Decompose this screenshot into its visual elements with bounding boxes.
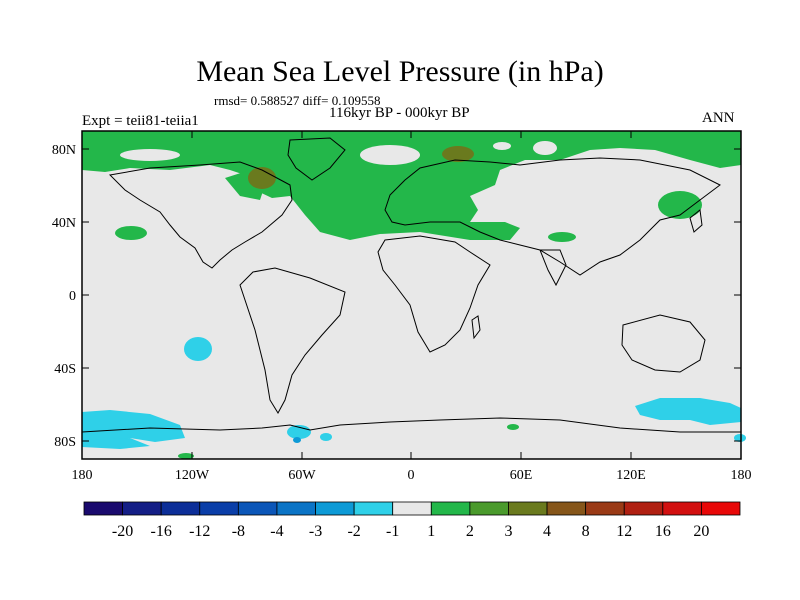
colorbar-swatch — [662, 501, 702, 516]
colorbar-label: 8 — [582, 523, 590, 540]
colorbar-label: -12 — [189, 523, 210, 540]
colorbar-swatch — [122, 501, 162, 516]
colorbar-label: -4 — [270, 523, 283, 540]
colorbar-label: -2 — [347, 523, 360, 540]
colorbar-labels: -20 -16 -12 -8 -4 -3 -2 -1 1 2 3 4 8 12 16 20 — [112, 523, 709, 540]
colorbar-label: 20 — [693, 523, 709, 540]
colorbar-swatch — [199, 501, 239, 516]
colorbar-label: -3 — [309, 523, 322, 540]
lat-label: 40S — [54, 362, 76, 377]
colorbar-swatch — [392, 501, 432, 516]
map-title: Mean Sea Level Pressure (in hPa) — [196, 55, 604, 88]
colorbar-label: -16 — [151, 523, 172, 540]
lon-label: 60E — [510, 468, 533, 483]
colorbar-swatch — [160, 501, 201, 516]
lon-tick-marks — [191, 131, 632, 459]
colorbar-swatch — [353, 501, 394, 516]
experiment-label: Expt = teii81-teiia1 — [82, 113, 199, 129]
colorbar-swatch — [701, 501, 741, 516]
lon-label: 0 — [408, 468, 415, 483]
strong-positive-cores — [248, 146, 474, 189]
colorbar-label: 4 — [543, 523, 551, 540]
lat-label: 80S — [54, 435, 76, 450]
neutral-gaps — [120, 141, 557, 165]
colorbar-label: 2 — [466, 523, 474, 540]
lon-label: 180 — [72, 468, 93, 483]
positive-anomaly-regions — [82, 131, 741, 459]
colorbar-swatch — [623, 501, 664, 516]
lon-label: 60W — [288, 468, 316, 483]
stronger-negative-spot — [293, 437, 301, 443]
lon-label: 120W — [175, 468, 210, 483]
colorbar — [83, 501, 741, 516]
colorbar-swatch — [508, 501, 548, 516]
colorbar-label: -8 — [232, 523, 245, 540]
colorbar-swatch — [546, 501, 587, 516]
colorbar-label: 3 — [504, 523, 512, 540]
colorbar-swatch — [315, 501, 355, 516]
lon-label: 120E — [616, 468, 646, 483]
coastlines — [81, 137, 741, 433]
colorbar-label: -1 — [386, 523, 399, 540]
lat-tick-marks — [82, 148, 741, 442]
colorbar-label: 12 — [616, 523, 632, 540]
season-label: ANN — [702, 110, 735, 126]
lat-label: 40N — [52, 216, 76, 231]
colorbar-swatch — [83, 501, 123, 516]
colorbar-label: 16 — [655, 523, 671, 540]
lon-label: 180 — [731, 468, 752, 483]
colorbar-swatch — [430, 501, 471, 516]
lat-label: 80N — [52, 143, 76, 158]
colorbar-swatch — [276, 501, 316, 516]
stats-text: rmsd= 0.588527 diff= 0.109558 — [214, 93, 381, 108]
colorbar-swatch — [469, 501, 509, 516]
colorbar-label: -20 — [112, 523, 133, 540]
colorbar-swatch — [237, 501, 278, 516]
lat-label: 0 — [69, 289, 76, 304]
colorbar-label: 1 — [427, 523, 435, 540]
period-text: 116kyr BP - 000kyr BP — [329, 105, 470, 121]
colorbar-swatch — [585, 501, 625, 516]
